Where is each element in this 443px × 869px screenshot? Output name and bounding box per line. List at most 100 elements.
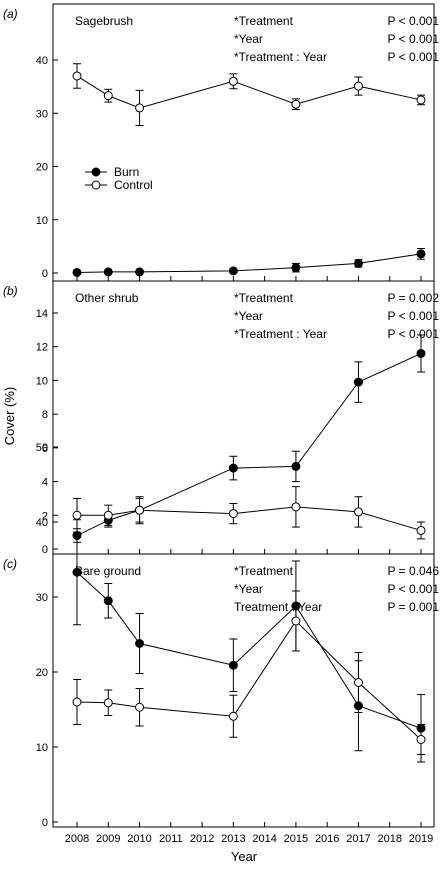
- y-tick-label: 0: [42, 268, 48, 280]
- y-tick-label: 12: [36, 342, 48, 354]
- stat-term: *Year: [234, 309, 263, 323]
- y-tick-label: 40: [36, 517, 48, 529]
- panel-a: (a) Sagebrush *Treatment P < 0.001 *Year P < …: [3, 3, 440, 282]
- y-tick-label: 20: [36, 667, 48, 679]
- point-control: [228, 76, 238, 86]
- stat-term: Treatment : Year: [234, 600, 322, 614]
- series-line-control: [76, 75, 422, 109]
- series-line-control: [76, 620, 422, 740]
- y-tick-label: 10: [36, 215, 48, 227]
- stat-p-value: P < 0.001: [388, 14, 440, 28]
- point-control: [291, 616, 301, 626]
- x-tick-label: 2012: [190, 833, 214, 845]
- point-burn: [72, 267, 82, 277]
- stat-p-value: P < 0.001: [388, 582, 440, 596]
- x-tick-label: 2013: [221, 833, 245, 845]
- x-axis-title: Year: [231, 849, 258, 864]
- y-tick-label: 14: [36, 308, 48, 320]
- point-control: [103, 698, 113, 708]
- plot-frame: [52, 553, 435, 828]
- stat-term: *Treatment: [234, 564, 294, 578]
- point-control: [353, 678, 363, 687]
- point-control: [135, 103, 145, 113]
- point-control: [228, 509, 238, 519]
- point-burn: [291, 461, 301, 471]
- stat-p-value: P = 0.001: [388, 600, 440, 614]
- y-tick-label: 0: [42, 544, 48, 556]
- y-tick-label: 20: [36, 162, 48, 174]
- series-line-control: [77, 506, 422, 531]
- x-tick-label: 2019: [409, 833, 433, 845]
- x-tick-label: 2008: [65, 833, 89, 845]
- x-tick-label: 2011: [159, 833, 183, 845]
- panel-b: (b) Other shrub *Treatment P = 0.002 *Year P …: [3, 280, 440, 556]
- point-control: [228, 711, 238, 721]
- legend-marker-control: [91, 180, 101, 190]
- point-burn: [291, 263, 301, 273]
- series-line-burn: [76, 253, 422, 273]
- x-tick-label: 2010: [127, 833, 151, 845]
- panel-title: Sagebrush: [75, 14, 133, 28]
- point-control: [103, 510, 113, 520]
- panel-label: (c): [3, 557, 17, 571]
- y-tick-label: 2: [42, 510, 48, 522]
- panel-title: Bare ground: [75, 564, 141, 578]
- point-burn: [228, 660, 238, 670]
- point-control: [72, 71, 82, 81]
- legend-marker-burn: [91, 167, 101, 177]
- point-control: [72, 510, 82, 520]
- y-tick-label: 0: [42, 817, 48, 829]
- y-tick-label: 50: [36, 442, 48, 454]
- y-tick-label: 30: [36, 108, 48, 120]
- stat-term: *Year: [234, 582, 263, 596]
- panel-c: (c) Bare ground *Treatment P = 0.046 *Year P …: [3, 442, 439, 829]
- x-tick-label: 2017: [346, 833, 370, 845]
- point-burn: [103, 596, 113, 606]
- point-control: [353, 81, 363, 91]
- point-burn: [135, 639, 145, 648]
- point-control: [103, 91, 113, 101]
- point-control: [353, 507, 363, 517]
- stat-term: *Treatment : Year: [234, 327, 327, 341]
- point-control: [291, 502, 301, 512]
- point-control: [291, 99, 301, 109]
- y-tick-label: 8: [42, 409, 48, 421]
- stat-term: *Treatment : Year: [234, 50, 327, 64]
- point-burn: [228, 266, 238, 276]
- y-tick-label: 10: [36, 375, 48, 387]
- point-burn: [416, 348, 426, 358]
- point-control: [135, 505, 145, 515]
- point-control: [416, 525, 426, 535]
- y-tick-label: 4: [42, 477, 48, 489]
- x-tick-label: 2014: [252, 833, 276, 845]
- y-axis-title: Cover (%): [2, 387, 17, 446]
- y-tick-label: 6: [42, 443, 48, 455]
- y-tick-label: 30: [36, 592, 48, 604]
- point-control: [416, 735, 426, 744]
- point-control: [135, 702, 145, 712]
- point-burn: [103, 267, 113, 277]
- stat-p-value: P < 0.001: [388, 327, 440, 341]
- point-burn: [353, 377, 363, 387]
- point-burn: [416, 249, 426, 259]
- point-control: [416, 95, 426, 105]
- stat-term: *Year: [234, 32, 263, 46]
- x-tick-label: 2015: [284, 833, 308, 845]
- x-tick-label: 2018: [377, 833, 401, 845]
- panel-title: Other shrub: [75, 291, 139, 305]
- series-line-burn: [76, 353, 422, 536]
- stat-term: *Treatment: [234, 14, 294, 28]
- legend-label-burn: Burn: [114, 165, 139, 179]
- panel-label: (b): [3, 284, 18, 298]
- stat-p-value: P < 0.001: [388, 32, 440, 46]
- x-tick-label: 2016: [315, 833, 339, 845]
- stat-p-value: P < 0.001: [388, 309, 440, 323]
- panel-label: (a): [3, 7, 18, 21]
- legend-label-control: Control: [114, 178, 153, 192]
- stat-term: *Treatment: [234, 291, 294, 305]
- stat-p-value: P = 0.002: [388, 291, 440, 305]
- point-burn: [353, 258, 363, 268]
